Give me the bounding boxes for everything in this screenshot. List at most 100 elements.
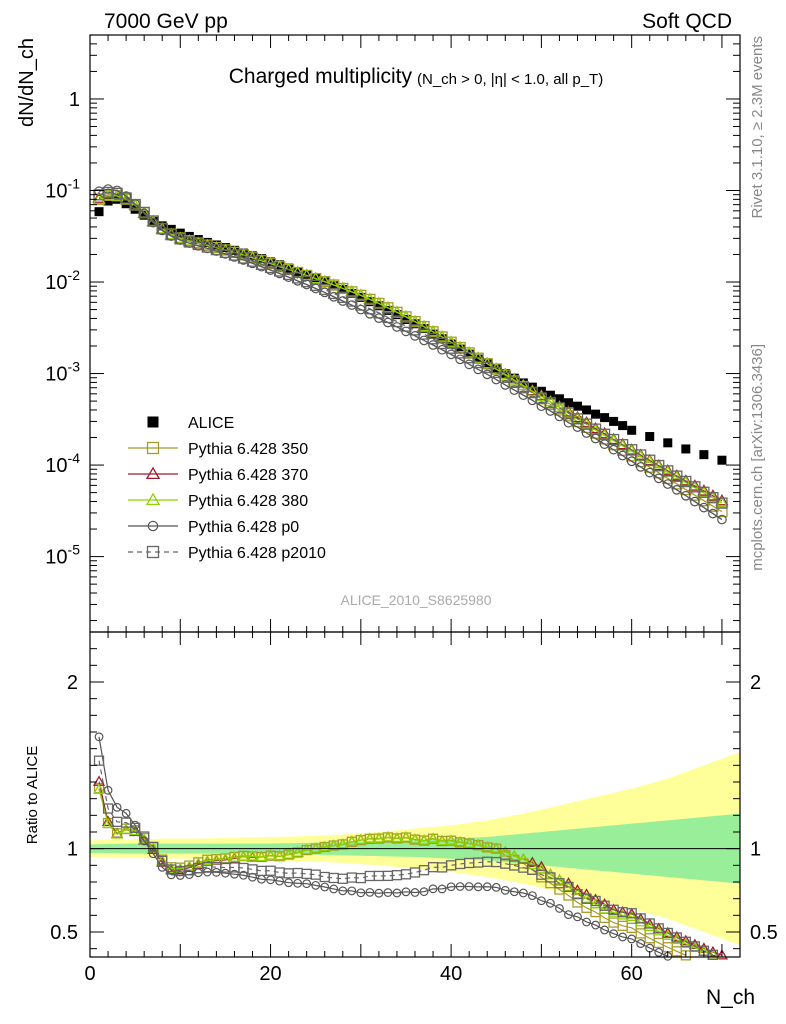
pythia-6-428-380-ratio-point (652, 925, 665, 936)
ratio-y-tick-label-right: 0.5 (750, 922, 778, 944)
pythia-6-428-p0-ratio-point (654, 947, 664, 957)
ratio-y-tick-label: 1 (67, 839, 78, 861)
pythia-6-428-p2010-ratio-point (93, 755, 105, 766)
pythia-6-428-p0-ratio-point (374, 888, 384, 898)
pythia-6-428-380-ratio-point (336, 838, 349, 849)
pythia-6-428-p2010-point (319, 283, 331, 296)
pythia-6-428-p2010-point (138, 206, 150, 219)
pythia-6-428-p2010-point (562, 407, 575, 419)
alice-point (356, 292, 366, 302)
pythia-6-428-380-point (318, 274, 332, 287)
pythia-6-428-p0-ratio-point (211, 867, 221, 877)
pythia-6-428-p0-ratio-point (518, 888, 528, 898)
ratio-y-tick-label: 2 (67, 672, 78, 694)
pythia-6-428-380-ratio-point (273, 849, 286, 861)
pythia-6-428-380-point (300, 268, 314, 281)
pythia-6-428-380-ratio-point (300, 843, 313, 855)
pythia-6-428-p2010-ratio-point (563, 881, 574, 893)
pythia-6-428-p2010-point (174, 233, 186, 245)
y-tick-label: 10-1 (45, 175, 80, 202)
y-tick-label: 10-4 (45, 450, 80, 477)
pythia-6-428-380-ratio-point (661, 929, 674, 940)
pythia-6-428-p0-ratio-point (157, 862, 167, 872)
alice-point (699, 450, 709, 460)
legend-marker (145, 466, 161, 480)
pythia-6-428-380-point (101, 188, 115, 201)
pythia-6-428-380-ratio-point (544, 868, 557, 879)
pythia-6-428-380-point (444, 335, 458, 347)
alice-point (103, 196, 113, 206)
pythia-6-428-p0-point (680, 490, 691, 501)
pythia-6-428-380-ratio-point (408, 833, 422, 844)
pythia-6-428-380-point (706, 491, 720, 503)
pythia-6-428-380-ratio-point (607, 906, 620, 917)
alice-point (509, 373, 519, 383)
pythia-6-428-380-ratio-point (390, 832, 404, 843)
pythia-6-428-p2010-point (273, 265, 286, 277)
pythia-6-428-p2010-ratio-point (545, 872, 556, 883)
pythia-6-428-p2010-point (382, 311, 394, 324)
pythia-6-428-p2010-point (310, 279, 322, 291)
alice-point (582, 405, 592, 415)
pythia-6-428-380-ratio-point (318, 840, 331, 852)
pythia-6-428-380-ratio-point (210, 853, 223, 865)
pythia-6-428-p0-ratio-point (94, 732, 104, 742)
pythia-6-428-p2010-point (120, 192, 132, 204)
x-axis-label: N_ch (706, 986, 755, 1009)
pythia-6-428-p2010-point (201, 241, 214, 253)
pythia-6-428-380-point (480, 356, 494, 369)
pythia-6-428-380-point (552, 400, 567, 412)
pythia-6-428-380-ratio-point (436, 834, 449, 846)
alice-point (618, 421, 628, 431)
pythia-6-428-p2010-ratio-point (129, 822, 141, 833)
pythia-6-428-380-ratio-point (156, 854, 169, 866)
alice-point (627, 425, 637, 435)
pythia-6-428-p2010-point (400, 320, 412, 332)
main-panel-marks (92, 184, 729, 525)
pythia-6-428-p0-ratio-point (582, 917, 591, 927)
pythia-6-428-p0-point (626, 456, 637, 467)
mcplots-label: mcplots.cern.ch [arXiv:1306.3436] (749, 344, 766, 571)
legend-label: Pythia 6.428 350 (188, 441, 308, 458)
pythia-6-428-p0-ratio-point (320, 882, 330, 892)
pythia-6-428-p2010-point (364, 303, 376, 315)
pythia-6-428-p2010-point (716, 497, 728, 509)
x-tick-label: 40 (440, 963, 462, 985)
pythia-6-428-380-ratio-point (363, 832, 376, 844)
legend-label: Pythia 6.428 p2010 (188, 545, 326, 562)
y-tick-label: 10-2 (45, 267, 80, 294)
pythia-6-428-380-ratio-point (237, 850, 250, 861)
pythia-6-428-380-ratio-point (417, 834, 431, 845)
pythia-6-428-380-ratio-point (499, 845, 512, 857)
pythia-6-428-p2010-ratio-point (120, 817, 132, 828)
pythia-6-428-380-ratio-point (354, 833, 367, 845)
pythia-6-428-380-ratio-point (120, 823, 133, 834)
alice-point (563, 398, 573, 408)
alice-point (94, 207, 104, 217)
pythia-6-428-380-point (92, 192, 106, 205)
pythia-6-428-p2010-ratio-point (148, 841, 159, 853)
pythia-6-428-380-ratio-point (589, 897, 602, 909)
pythia-6-428-p0-ratio-point (383, 888, 393, 897)
pythia-6-428-p2010-point (183, 236, 195, 248)
pythia-6-428-380-ratio-point (426, 832, 440, 844)
legend-label: ALICE (188, 415, 234, 432)
pythia-6-428-380-ratio-point (111, 828, 124, 839)
alice-point (365, 297, 375, 307)
ratio-y-tick-labels: 0.5 0.5 1 1 2 2 (50, 672, 778, 944)
pythia-6-428-p0-ratio-point (536, 896, 546, 906)
y-tick-labels-main: 1 10-1 10-2 10-3 10-4 10-5 (45, 89, 80, 569)
pythia-6-428-p0-ratio-point (428, 884, 438, 894)
y-tick-label: 1 (69, 89, 80, 111)
pythia-6-428-p0-ratio-point (410, 888, 420, 897)
pythia-6-428-370-ratio-point (174, 863, 187, 875)
pythia-6-428-p0-ratio-point (446, 882, 456, 892)
alice-point (410, 319, 420, 329)
pythia-6-428-380-point (309, 271, 323, 284)
pythia-6-428-p0-ratio-point (266, 875, 275, 885)
pythia-6-428-p0-ratio-point (347, 886, 357, 896)
pythia-6-428-p0-point (662, 479, 673, 489)
pythia-6-428-p0-ratio-point (545, 898, 555, 908)
alice-point (500, 369, 510, 379)
pythia-6-428-p0-ratio-point (573, 912, 582, 922)
